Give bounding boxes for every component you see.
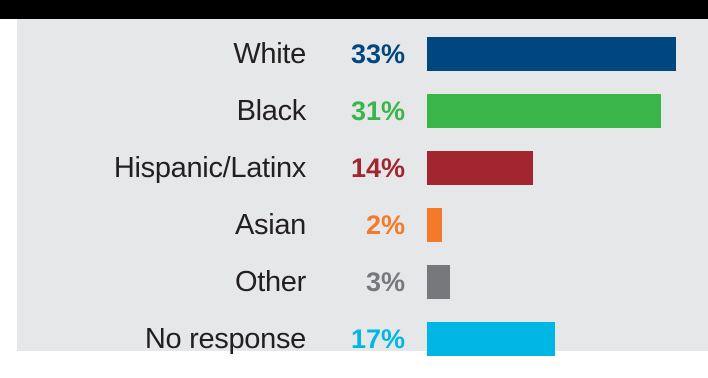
value-label-black: 31% bbox=[350, 96, 405, 126]
top-band bbox=[0, 0, 708, 19]
category-label-asian: Asian bbox=[234, 209, 306, 241]
bar-black bbox=[427, 94, 661, 128]
bar-asian bbox=[427, 208, 442, 242]
chart-panel bbox=[17, 19, 708, 351]
category-label-other: Other bbox=[234, 266, 306, 298]
bar-other bbox=[427, 265, 450, 299]
value-label-other: 3% bbox=[365, 267, 405, 297]
value-label-white: 33% bbox=[350, 39, 405, 69]
category-label-black: Black bbox=[236, 95, 307, 127]
category-label-no-response: No response bbox=[144, 323, 306, 355]
category-label-white: White bbox=[233, 38, 306, 70]
value-label-no-response: 17% bbox=[350, 324, 405, 354]
bar-white bbox=[427, 37, 676, 71]
value-label-hispanic-latinx: 14% bbox=[350, 153, 405, 183]
category-label-hispanic-latinx: Hispanic/Latinx bbox=[113, 152, 306, 184]
bar-no-response bbox=[427, 322, 555, 356]
bar-hispanic-latinx bbox=[427, 151, 533, 185]
value-label-asian: 2% bbox=[365, 210, 405, 240]
